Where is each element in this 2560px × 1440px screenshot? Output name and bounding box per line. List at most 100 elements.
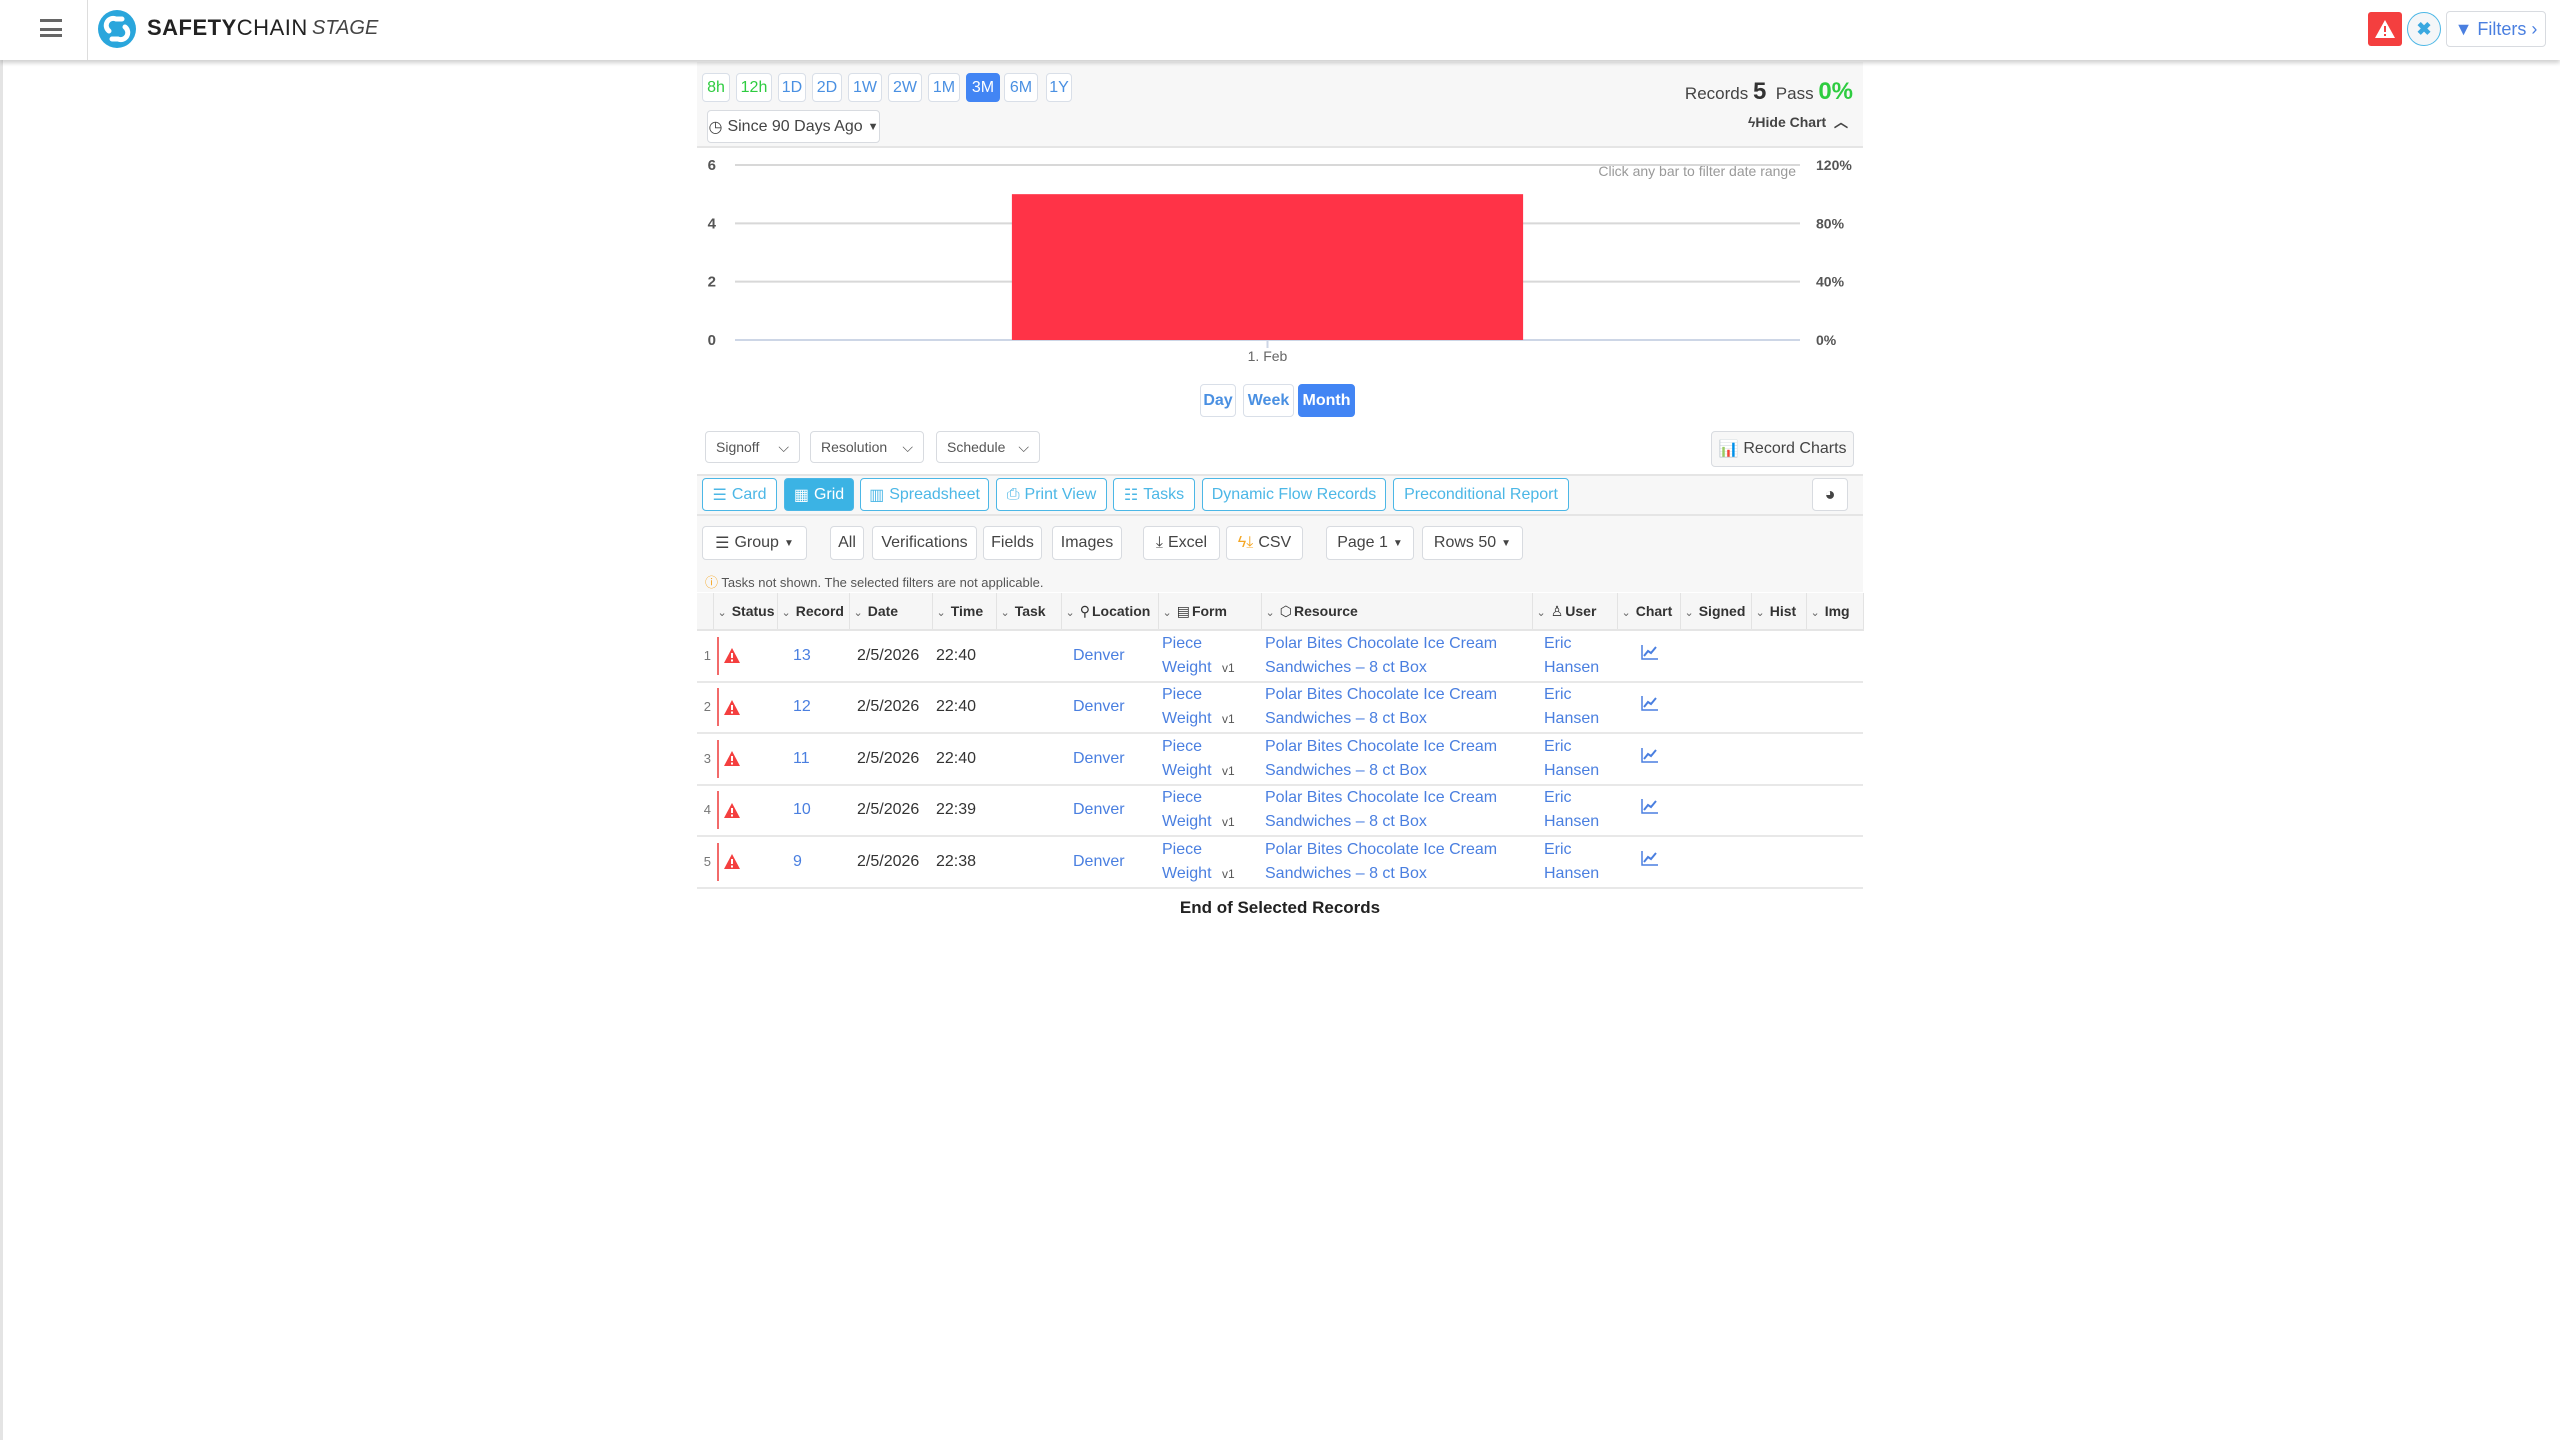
dashboard-button[interactable]: ◕ bbox=[1812, 478, 1848, 511]
resource-link[interactable]: Polar Bites Chocolate Ice Cream Sandwich… bbox=[1261, 784, 1532, 837]
user-link[interactable]: Eric Hansen bbox=[1532, 630, 1617, 683]
chart-bar[interactable] bbox=[1011, 194, 1524, 340]
form-link[interactable]: Piece Weight bbox=[1162, 737, 1212, 779]
column-header-signed[interactable]: ⌄ Signed bbox=[1680, 593, 1752, 631]
alert-button[interactable] bbox=[2368, 12, 2402, 46]
column-header-hist[interactable]: ⌄ Hist bbox=[1751, 593, 1807, 631]
chevron-down-icon[interactable]: ⌄ bbox=[717, 607, 727, 619]
record-link[interactable]: 10 bbox=[777, 784, 849, 837]
column-header-task[interactable]: ⌄ Task bbox=[996, 593, 1062, 631]
line-chart-icon[interactable] bbox=[1641, 747, 1659, 763]
schedule-dropdown[interactable]: Schedule ⌵ bbox=[936, 431, 1040, 463]
table-row[interactable]: 3 11 2/5/2026 22:40 Denver Piece Weight v1 Pola… bbox=[697, 733, 1863, 786]
table-row[interactable]: 2 12 2/5/2026 22:40 Denver Piece Weight v1 Pola… bbox=[697, 681, 1863, 734]
range-button-6M[interactable]: 6M bbox=[1004, 73, 1038, 102]
line-chart-icon[interactable] bbox=[1641, 798, 1659, 814]
table-row[interactable]: 1 13 2/5/2026 22:40 Denver Piece Weight v1 Pola… bbox=[697, 630, 1863, 683]
view-tab-preconditional-report[interactable]: Preconditional Report bbox=[1393, 478, 1569, 511]
granularity-day[interactable]: Day bbox=[1200, 384, 1236, 417]
column-header-chart[interactable]: ⌄ Chart bbox=[1617, 593, 1681, 631]
view-tab-card[interactable]: ☰ Card bbox=[702, 478, 777, 511]
location-link[interactable]: Denver bbox=[1061, 733, 1158, 786]
view-tab-dynamic-flow-records[interactable]: Dynamic Flow Records bbox=[1202, 478, 1386, 511]
location-link[interactable]: Denver bbox=[1061, 836, 1158, 889]
location-link[interactable]: Denver bbox=[1061, 784, 1158, 837]
line-chart-icon[interactable] bbox=[1641, 644, 1659, 660]
record-charts-button[interactable]: 📊 Record Charts bbox=[1711, 431, 1854, 467]
range-button-2W[interactable]: 2W bbox=[888, 73, 922, 102]
fields-button[interactable]: Fields bbox=[983, 526, 1042, 560]
filters-button[interactable]: ▼ Filters › bbox=[2446, 11, 2546, 47]
view-tab-print-view[interactable]: ⎙ Print View bbox=[996, 478, 1107, 511]
chevron-down-icon[interactable]: ⌄ bbox=[936, 607, 946, 619]
column-header-user[interactable]: ⌄ ♙ User bbox=[1532, 593, 1618, 631]
record-link[interactable]: 11 bbox=[777, 733, 849, 786]
chevron-down-icon[interactable]: ⌄ bbox=[853, 607, 863, 619]
range-button-8h[interactable]: 8h bbox=[702, 73, 730, 102]
page-dropdown[interactable]: Page 1 ▼ bbox=[1326, 526, 1414, 560]
chevron-down-icon[interactable]: ⌄ bbox=[1162, 606, 1172, 619]
column-header-status[interactable]: ⌄ Status bbox=[713, 593, 778, 631]
range-button-3M[interactable]: 3M bbox=[966, 73, 1000, 102]
table-row[interactable]: 5 9 2/5/2026 22:38 Denver Piece Weight v1 Polar… bbox=[697, 836, 1863, 889]
chevron-down-icon[interactable]: ⌄ bbox=[1621, 607, 1631, 619]
range-button-1Y[interactable]: 1Y bbox=[1046, 73, 1072, 102]
resource-link[interactable]: Polar Bites Chocolate Ice Cream Sandwich… bbox=[1261, 733, 1532, 786]
column-header-location[interactable]: ⌄ ⚲ Location bbox=[1061, 593, 1159, 631]
images-button[interactable]: Images bbox=[1052, 526, 1122, 560]
column-header-record[interactable]: ⌄ Record bbox=[777, 593, 850, 631]
line-chart-icon[interactable] bbox=[1641, 695, 1659, 711]
signoff-dropdown[interactable]: Signoff ⌵ bbox=[705, 431, 800, 463]
column-header-time[interactable]: ⌄ Time bbox=[932, 593, 997, 631]
since-dropdown[interactable]: ◷ Since 90 Days Ago ▼ bbox=[707, 110, 880, 143]
view-tab-spreadsheet[interactable]: ▥ Spreadsheet bbox=[860, 478, 989, 511]
line-chart-icon[interactable] bbox=[1641, 850, 1659, 866]
granularity-month[interactable]: Month bbox=[1298, 384, 1355, 417]
resource-link[interactable]: Polar Bites Chocolate Ice Cream Sandwich… bbox=[1261, 681, 1532, 734]
chevron-down-icon[interactable]: ⌄ bbox=[1265, 606, 1275, 619]
hide-chart-toggle[interactable]: ϟHide Chart ︿ bbox=[1748, 112, 1848, 132]
user-link[interactable]: Eric Hansen bbox=[1532, 681, 1617, 734]
csv-export-button[interactable]: ϟ⤓ CSV bbox=[1226, 526, 1303, 560]
location-link[interactable]: Denver bbox=[1061, 630, 1158, 683]
verifications-button[interactable]: Verifications bbox=[872, 526, 977, 560]
range-button-12h[interactable]: 12h bbox=[736, 73, 772, 102]
user-link[interactable]: Eric Hansen bbox=[1532, 733, 1617, 786]
chevron-down-icon[interactable]: ⌄ bbox=[781, 607, 791, 619]
column-header-img[interactable]: ⌄ Img bbox=[1806, 593, 1864, 631]
record-link[interactable]: 12 bbox=[777, 681, 849, 734]
all-button[interactable]: All bbox=[830, 526, 864, 560]
chevron-down-icon[interactable]: ⌄ bbox=[1755, 607, 1765, 619]
resource-link[interactable]: Polar Bites Chocolate Ice Cream Sandwich… bbox=[1261, 836, 1532, 889]
table-row[interactable]: 4 10 2/5/2026 22:39 Denver Piece Weight v1 Pola… bbox=[697, 784, 1863, 837]
resolution-dropdown[interactable]: Resolution ⌵ bbox=[810, 431, 924, 463]
range-button-2D[interactable]: 2D bbox=[812, 73, 842, 102]
column-header-date[interactable]: ⌄ Date bbox=[849, 593, 933, 631]
range-button-1M[interactable]: 1M bbox=[928, 73, 960, 102]
clear-filters-button[interactable]: ✖ bbox=[2407, 12, 2441, 46]
resource-link[interactable]: Polar Bites Chocolate Ice Cream Sandwich… bbox=[1261, 630, 1532, 683]
column-header-resource[interactable]: ⌄ ⬡ Resource bbox=[1261, 593, 1533, 631]
range-button-1D[interactable]: 1D bbox=[778, 73, 806, 102]
record-link[interactable]: 9 bbox=[777, 836, 849, 889]
hamburger-icon[interactable] bbox=[40, 19, 62, 37]
form-link[interactable]: Piece Weight bbox=[1162, 840, 1212, 882]
chevron-down-icon[interactable]: ⌄ bbox=[1684, 607, 1694, 619]
view-tab-grid[interactable]: ▦ Grid bbox=[784, 478, 854, 511]
column-header-form[interactable]: ⌄ ▤ Form bbox=[1158, 593, 1262, 631]
excel-export-button[interactable]: ⤓ Excel bbox=[1143, 526, 1220, 560]
form-link[interactable]: Piece Weight bbox=[1162, 686, 1212, 728]
form-link[interactable]: Piece Weight bbox=[1162, 634, 1212, 676]
chevron-down-icon[interactable]: ⌄ bbox=[1065, 606, 1075, 619]
form-link[interactable]: Piece Weight bbox=[1162, 789, 1212, 831]
range-button-1W[interactable]: 1W bbox=[848, 73, 882, 102]
chevron-down-icon[interactable]: ⌄ bbox=[1000, 607, 1010, 619]
view-tab-tasks[interactable]: ☷ Tasks bbox=[1113, 478, 1195, 511]
location-link[interactable]: Denver bbox=[1061, 681, 1158, 734]
rows-dropdown[interactable]: Rows 50 ▼ bbox=[1422, 526, 1523, 560]
user-link[interactable]: Eric Hansen bbox=[1532, 784, 1617, 837]
chevron-down-icon[interactable]: ⌄ bbox=[1536, 606, 1546, 619]
granularity-week[interactable]: Week bbox=[1243, 384, 1294, 417]
user-link[interactable]: Eric Hansen bbox=[1532, 836, 1617, 889]
chevron-down-icon[interactable]: ⌄ bbox=[1810, 607, 1820, 619]
